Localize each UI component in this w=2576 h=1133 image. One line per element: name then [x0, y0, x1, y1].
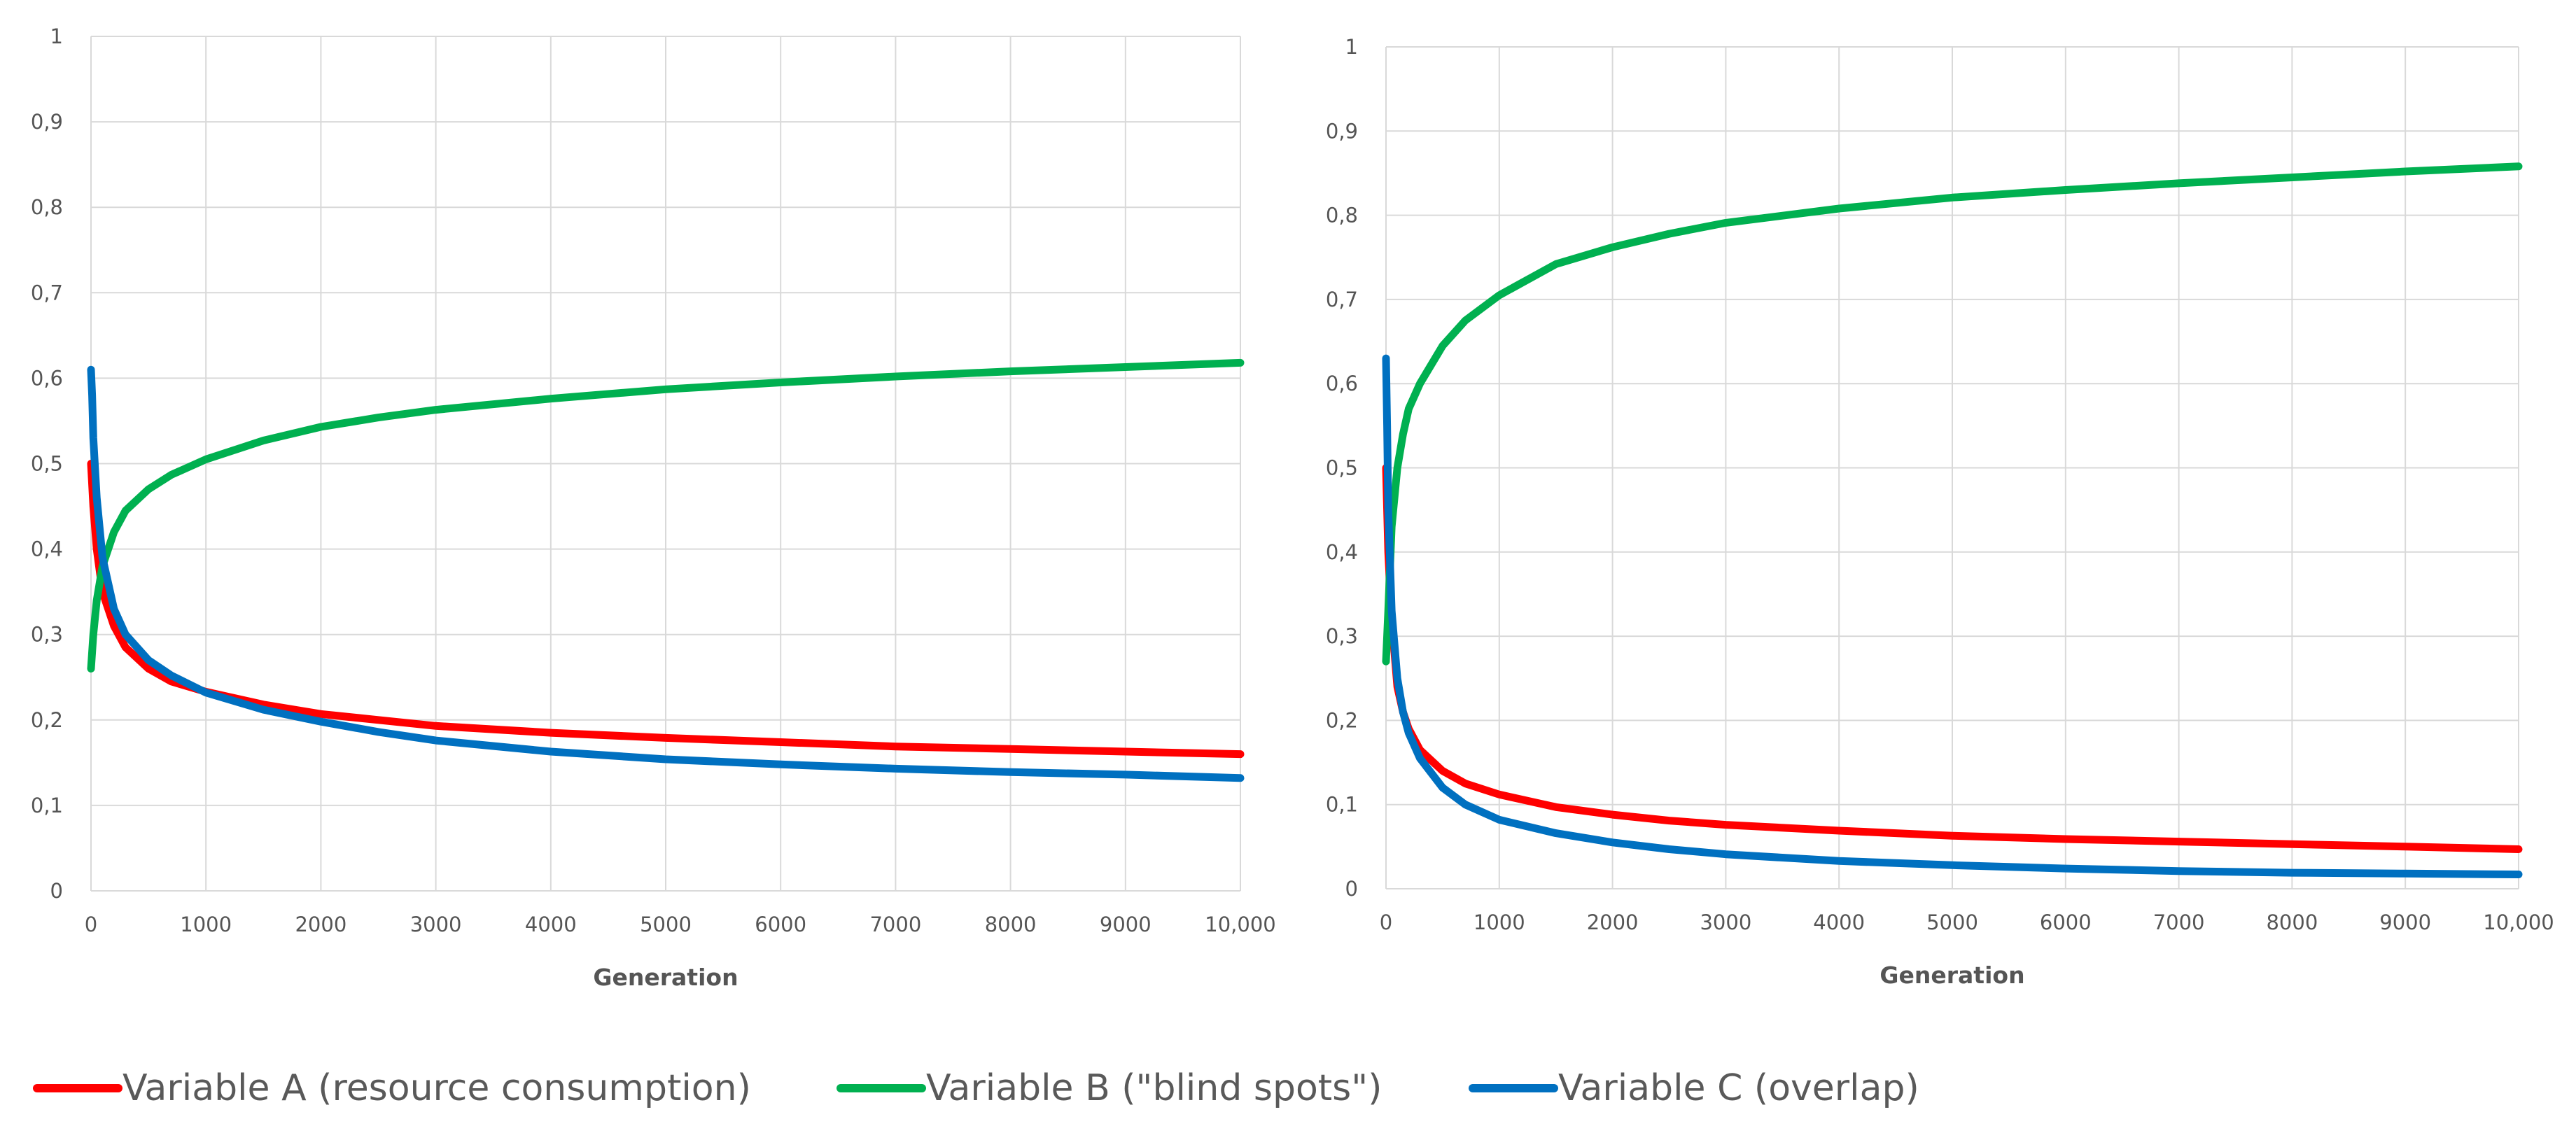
- legend-item-b: Variable B ("blind spots"): [836, 1060, 1382, 1116]
- series-line-c: [87, 365, 1245, 782]
- y-tick-label: 0,7: [1326, 288, 1358, 311]
- y-tick-label: 0,9: [31, 110, 63, 134]
- legend-swatch-a: [33, 1084, 122, 1092]
- y-tick-label: 0,2: [31, 708, 63, 732]
- legend-item-c: Variable C (overlap): [1469, 1060, 1919, 1116]
- chart-1: 0 0,1 0,2 0,3 0,4 0,5 0,6 0,7 0,8 0,9 1 0 1000 2000 30…: [31, 24, 1276, 991]
- x-tick-label: 10,000: [2483, 910, 2554, 934]
- x-tick-label: 4000: [1813, 910, 1865, 934]
- y-tick-label: 0,4: [31, 537, 63, 561]
- legend-label-c: Variable C (overlap): [1558, 1067, 1919, 1109]
- x-axis-title: Generation: [1879, 962, 2024, 989]
- x-tick-label: 1000: [180, 913, 232, 936]
- x-tick-label: 10,000: [1205, 913, 1275, 936]
- y-tick-label: 0,6: [1326, 372, 1358, 395]
- x-tick-label: 6000: [2040, 910, 2092, 934]
- y-tick-label: 0,3: [1326, 624, 1358, 648]
- x-tick-label: 3000: [1700, 910, 1751, 934]
- series-line-c: [1382, 354, 2523, 878]
- y-tick-label: 0: [50, 879, 63, 903]
- x-tick-label: 6000: [755, 913, 806, 936]
- x-tick-label: 8000: [985, 913, 1037, 936]
- series-line-b: [1382, 162, 2523, 666]
- chart-2: 0 0,1 0,2 0,3 0,4 0,5 0,6 0,7 0,8 0,9 1 0 1000 2000 30…: [1326, 35, 2554, 989]
- x-tick-label: 7000: [2153, 910, 2205, 934]
- x-tick-label: 7000: [869, 913, 921, 936]
- y-tick-label: 0,3: [31, 623, 63, 647]
- x-tick-label: 2000: [295, 913, 346, 936]
- y-tick-label: 0,9: [1326, 119, 1358, 143]
- x-tick-label: 0: [85, 913, 97, 936]
- x-tick-label: 5000: [1926, 910, 1978, 934]
- legend-swatch-c: [1469, 1084, 1558, 1092]
- legend-item-a: Variable A (resource consumption): [33, 1060, 751, 1116]
- y-tick-label: 0,8: [31, 195, 63, 219]
- y-tick-label: 0,1: [31, 794, 63, 817]
- y-tick-label: 0,8: [1326, 204, 1358, 227]
- legend-label-a: Variable A (resource consumption): [122, 1067, 751, 1109]
- x-tick-label: 4000: [525, 913, 577, 936]
- x-tick-label: 9000: [2379, 910, 2431, 934]
- y-tick-label: 0,7: [31, 281, 63, 304]
- y-tick-label: 0,2: [1326, 708, 1358, 732]
- y-tick-label: 0: [1345, 877, 1358, 901]
- legend: Variable A (resource consumption) Variab…: [0, 1060, 2576, 1116]
- x-tick-label: 1000: [1474, 910, 1525, 934]
- x-tick-label: 0: [1380, 910, 1392, 934]
- y-tick-label: 1: [50, 24, 63, 48]
- x-tick-label: 5000: [640, 913, 692, 936]
- series-line-a: [87, 460, 1245, 759]
- x-tick-label: 9000: [1100, 913, 1152, 936]
- y-tick-label: 1: [1345, 35, 1358, 59]
- y-tick-label: 0,5: [1326, 456, 1358, 480]
- y-tick-label: 0,1: [1326, 793, 1358, 817]
- y-tick-label: 0,5: [31, 452, 63, 476]
- x-tick-label: 8000: [2266, 910, 2318, 934]
- x-tick-label: 2000: [1587, 910, 1639, 934]
- legend-swatch-b: [836, 1084, 926, 1092]
- legend-label-b: Variable B ("blind spots"): [926, 1067, 1382, 1109]
- y-tick-label: 0,4: [1326, 540, 1358, 564]
- y-tick-label: 0,6: [31, 366, 63, 390]
- x-axis-title: Generation: [593, 964, 738, 991]
- x-tick-label: 3000: [410, 913, 462, 936]
